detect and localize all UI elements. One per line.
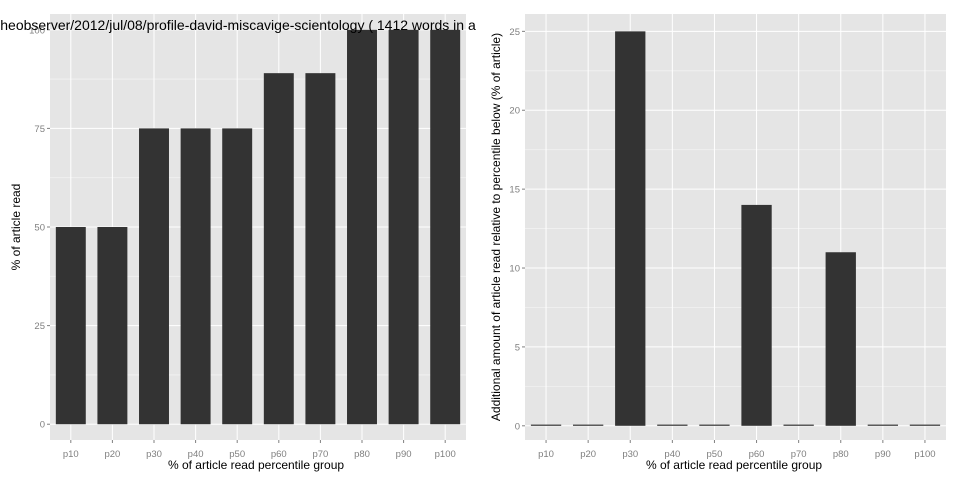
x-tick-label: p50 bbox=[707, 449, 723, 460]
x-tick-label: p40 bbox=[188, 449, 204, 460]
x-tick-label: p40 bbox=[664, 449, 680, 460]
bar-p100 bbox=[909, 424, 941, 426]
bar-p40 bbox=[180, 128, 211, 425]
x-tick-label: p30 bbox=[622, 449, 638, 460]
bar-p70 bbox=[783, 424, 814, 426]
y-tick-label: 0 bbox=[515, 421, 520, 432]
bar-p10 bbox=[530, 424, 562, 426]
y-tick-label: 10 bbox=[509, 264, 520, 275]
y-tick-label: 25 bbox=[509, 27, 520, 38]
x-tick-label: p100 bbox=[914, 449, 935, 460]
x-tick-label: p10 bbox=[63, 449, 79, 460]
bar-p30 bbox=[615, 31, 646, 426]
y-tick-label: 15 bbox=[509, 185, 520, 196]
y-axis-title: Additional amount of article read relati… bbox=[489, 33, 503, 421]
x-tick-label: p10 bbox=[538, 449, 554, 460]
bar-p50 bbox=[222, 128, 253, 425]
bar-p90 bbox=[867, 424, 899, 426]
bar-p70 bbox=[305, 73, 336, 425]
chart-panel-2: 0 5 10 15 20 25 p10 p20 p30 p40 p50 p60 p70 p80 p90 p10… bbox=[489, 14, 946, 472]
bar-p30 bbox=[139, 128, 169, 425]
y-tick-label: 25 bbox=[34, 321, 45, 332]
bar-p100 bbox=[430, 29, 461, 425]
bar-p80 bbox=[347, 29, 377, 425]
bar-p10 bbox=[55, 227, 86, 425]
x-tick-label: p30 bbox=[146, 449, 162, 460]
y-tick-label: 75 bbox=[34, 124, 45, 135]
x-tick-label: p20 bbox=[580, 449, 596, 460]
y-tick-label: 50 bbox=[34, 223, 45, 234]
x-tick-label: p80 bbox=[833, 449, 849, 460]
panel-background bbox=[525, 14, 946, 440]
x-tick-label: p100 bbox=[435, 449, 456, 460]
y-axis-title: % of article read bbox=[9, 184, 23, 271]
bar-p50 bbox=[699, 424, 730, 426]
bar-p80 bbox=[825, 252, 856, 426]
chart-title: heobserver/2012/jul/08/profile-david-mis… bbox=[0, 17, 476, 33]
x-tick-label: p50 bbox=[229, 449, 245, 460]
y-tick-label: 5 bbox=[515, 342, 520, 353]
x-tick-label: p90 bbox=[875, 449, 891, 460]
bar-p90 bbox=[388, 29, 419, 425]
x-axis-title: % of article read percentile group bbox=[168, 458, 344, 472]
x-tick-label: p90 bbox=[396, 449, 412, 460]
x-axis-title: % of article read percentile group bbox=[646, 458, 822, 472]
bar-p20 bbox=[97, 227, 128, 425]
y-tick-label: 20 bbox=[509, 106, 520, 117]
x-tick-label: p20 bbox=[104, 449, 120, 460]
chart-panel-1: 0 25 50 75 100 p10 p20 p30 p40 p50 p60 p70 p80 p90 p10… bbox=[0, 14, 476, 472]
bar-p60 bbox=[741, 204, 772, 426]
x-tick-label: p60 bbox=[271, 449, 287, 460]
x-tick-label: p60 bbox=[749, 449, 765, 460]
y-tick-label: 100 bbox=[29, 25, 45, 36]
bar-p60 bbox=[263, 73, 294, 425]
x-tick-label: p70 bbox=[312, 449, 328, 460]
y-tick-label: 0 bbox=[40, 420, 45, 431]
x-tick-label: p80 bbox=[354, 449, 370, 460]
bar-p20 bbox=[572, 424, 604, 426]
x-tick-label: p70 bbox=[791, 449, 807, 460]
bar-p40 bbox=[657, 424, 688, 426]
